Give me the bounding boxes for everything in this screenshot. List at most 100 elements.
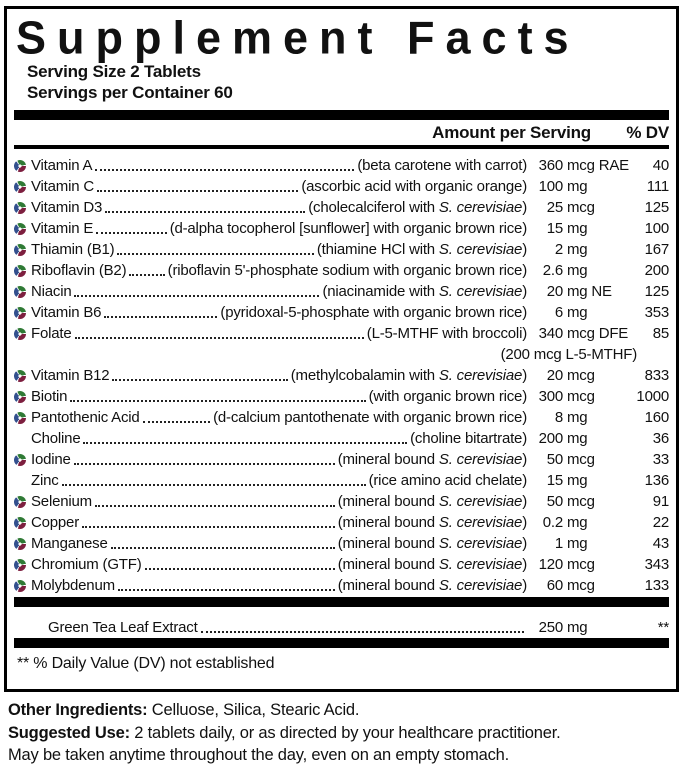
dot-leader	[70, 400, 366, 402]
brand-swirl-icon	[14, 202, 26, 214]
nutrient-source: (choline bitartrate)	[410, 430, 527, 447]
source-pre: (thiamine HCl with	[316, 241, 439, 258]
amount-value: 1	[554, 535, 563, 552]
brand-swirl-icon-slot	[14, 538, 31, 552]
nutrient-row: Chromium (GTF) (mineral bound S. cerevisi…	[14, 552, 669, 573]
nutrient-source: (pyridoxal-5-phosphate with organic brow…	[220, 304, 527, 321]
dot-leader	[112, 379, 288, 381]
nutrient-name: Folate	[31, 325, 72, 342]
amount-per-serving: 340 mcg DFE	[527, 325, 629, 342]
amount-value: 120	[538, 556, 564, 573]
brand-swirl-icon	[14, 160, 26, 172]
dot-leader	[95, 169, 355, 171]
source-post: )	[522, 367, 527, 384]
servings-per-container: Servings per Container 60	[27, 83, 233, 102]
dot-leader	[74, 337, 364, 339]
header-rule	[14, 145, 669, 149]
dot-leader	[83, 442, 408, 444]
brand-swirl-icon	[14, 391, 26, 403]
source-post: )	[522, 199, 527, 216]
source-italic: S. cerevisiae	[438, 241, 523, 258]
brand-swirl-icon	[14, 454, 26, 466]
brand-swirl-icon-slot	[14, 202, 31, 216]
source-post: )	[522, 283, 527, 300]
source-pre: (mineral bound	[337, 514, 439, 531]
percent-dv-value: 200	[644, 262, 669, 279]
source-post: )	[522, 556, 527, 573]
percent-dv-value: 85	[652, 325, 669, 342]
suggested-use-line: Suggested Use: 2 tablets daily, or as di…	[8, 722, 683, 745]
nutrient-row: Selenium (mineral bound S. cerevisiae) 50 m…	[14, 489, 669, 510]
source-italic: S. cerevisiae	[438, 199, 523, 216]
source-pre: (mineral bound	[337, 556, 439, 573]
brand-swirl-icon	[14, 328, 26, 340]
nutrient-row: Green Tea Leaf Extract 250 mg **	[14, 607, 669, 636]
nutrient-row: Manganese (mineral bound S. cerevisiae) 1 m…	[14, 531, 669, 552]
nutrient-source: (methylcobalamin with S. cerevisiae)	[291, 367, 527, 384]
amount-value: 25	[546, 199, 563, 216]
brand-swirl-icon-slot	[14, 412, 31, 426]
nutrient-name: Chromium (GTF)	[31, 556, 142, 573]
nutrient-name: Vitamin D3	[31, 199, 103, 216]
percent-dv-value: 160	[644, 409, 669, 426]
dot-leader	[110, 547, 335, 549]
brand-swirl-icon-slot	[14, 496, 31, 510]
dot-leader	[117, 253, 314, 255]
amount-per-serving: 100 mg	[527, 178, 629, 195]
percent-dv-value: 1000	[636, 388, 669, 405]
serving-size: Serving Size 2 Tablets	[27, 62, 201, 81]
nutrient-row: Riboflavin (B2) (riboflavin 5'-phosphate …	[14, 258, 669, 279]
source-pre: (with organic brown rice)	[368, 388, 528, 405]
brand-swirl-icon	[14, 286, 26, 298]
divider-bar-top	[14, 110, 669, 120]
nutrient-name: Iodine	[31, 451, 71, 468]
brand-swirl-icon	[14, 307, 26, 319]
brand-swirl-icon	[14, 517, 26, 529]
source-pre: (mineral bound	[337, 535, 439, 552]
amount-per-serving: 120 mcg	[527, 556, 629, 573]
brand-swirl-icon	[14, 580, 26, 592]
dot-leader	[117, 589, 335, 591]
amount-unit: mg	[567, 178, 588, 195]
nutrient-name: Selenium	[31, 493, 92, 510]
amount-unit: mg	[567, 472, 588, 489]
nutrient-note: (200 mcg L-5-MTHF)	[500, 346, 638, 363]
nutrient-row: Vitamin C (ascorbic acid with organic ora…	[14, 174, 669, 195]
brand-swirl-icon-slot	[14, 328, 31, 342]
nutrient-name: Vitamin B6	[31, 304, 102, 321]
nutrient-row: Vitamin B6 (pyridoxal-5-phosphate with or…	[14, 300, 669, 321]
brand-swirl-icon	[14, 538, 26, 550]
nutrient-name: Vitamin A	[31, 157, 93, 174]
brand-swirl-icon	[14, 265, 26, 277]
amount-per-serving: 2.6 mg	[527, 262, 629, 279]
dot-leader	[94, 505, 335, 507]
nutrient-name: Manganese	[31, 535, 108, 552]
brand-swirl-icon-slot	[14, 286, 31, 300]
percent-dv-value: 136	[644, 472, 669, 489]
nutrient-row: Choline (choline bitartrate) 200 mg 36	[14, 426, 669, 447]
amount-per-serving: 25 mcg	[527, 199, 629, 216]
nutrient-source: (niacinamide with S. cerevisiae)	[322, 283, 527, 300]
amount-unit: mcg	[567, 493, 595, 510]
amount-value: 20	[546, 367, 563, 384]
brand-swirl-icon-slot	[14, 181, 31, 195]
percent-dv-value: 100	[644, 220, 669, 237]
amount-per-serving: 20 mcg	[527, 367, 629, 384]
nutrient-row: Thiamin (B1) (thiamine HCl with S. cerevi…	[14, 237, 669, 258]
nutrient-source: (thiamine HCl with S. cerevisiae)	[317, 241, 527, 258]
nutrient-source: (d-calcium pantothenate with organic bro…	[213, 409, 527, 426]
amount-value: 15	[546, 472, 563, 489]
brand-swirl-icon-slot	[14, 223, 31, 237]
nutrient-source: (mineral bound S. cerevisiae)	[338, 451, 528, 468]
amount-unit: mcg DFE	[567, 325, 629, 342]
nutrient-name: Vitamin E	[31, 220, 94, 237]
source-post: )	[522, 493, 527, 510]
source-italic: S. cerevisiae	[438, 514, 523, 531]
dot-leader	[82, 526, 335, 528]
amount-unit: mg	[567, 262, 588, 279]
nutrient-name: Thiamin (B1)	[31, 241, 115, 258]
amount-value: 360	[538, 157, 564, 174]
nutrient-source: (cholecalciferol with S. cerevisiae)	[308, 199, 527, 216]
percent-dv-value: 22	[652, 514, 669, 531]
dot-leader	[105, 211, 306, 213]
